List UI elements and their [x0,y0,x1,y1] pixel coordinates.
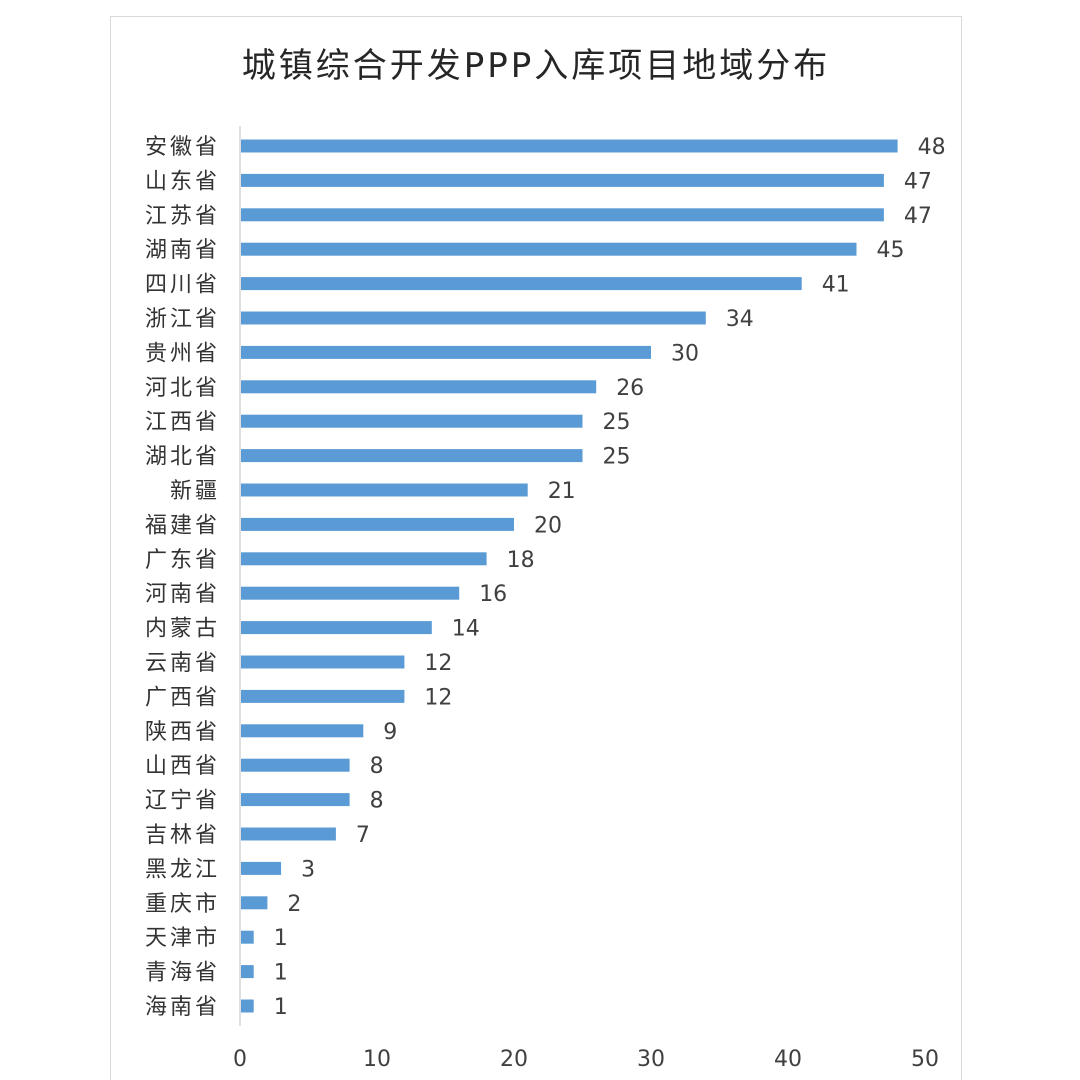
bar [241,999,254,1013]
data-label: 12 [424,685,452,710]
bar [241,793,350,807]
category-label: 青海省 [145,961,220,986]
category-label: 海南省 [145,995,220,1020]
bar [241,483,528,497]
data-label: 16 [479,582,507,607]
bar [241,552,487,566]
bar [241,242,857,256]
category-label: 黑龙江 [145,857,220,882]
category-label: 天津市 [145,926,220,951]
data-label: 1 [274,995,288,1020]
category-label: 内蒙古 [145,617,220,642]
bar [241,517,514,531]
data-label: 8 [370,789,384,814]
data-label: 26 [616,376,644,401]
data-label: 12 [424,651,452,676]
category-label: 福建省 [145,513,220,538]
chart-title: 城镇综合开发PPP入库项目地域分布 [241,46,831,86]
bar [241,449,583,463]
data-label: 45 [877,238,905,263]
x-tick-label: 50 [911,1047,939,1072]
category-label: 云南省 [145,651,220,676]
category-label: 辽宁省 [145,789,220,814]
bar [241,345,651,359]
bar [241,380,597,394]
bar [241,896,268,910]
x-tick-label: 20 [500,1047,528,1072]
category-label: 广东省 [145,548,220,573]
category-label: 贵州省 [145,341,220,366]
data-label: 20 [534,513,562,538]
data-label: 3 [301,857,315,882]
bar [241,173,884,187]
bar [241,277,802,291]
data-label: 41 [822,273,850,298]
category-label: 重庆市 [145,892,220,917]
bar [241,965,254,979]
bar [241,139,898,153]
data-label: 9 [383,720,397,745]
category-label: 广西省 [145,685,220,710]
data-label: 18 [507,548,535,573]
x-tick-label: 0 [233,1047,247,1072]
data-label: 47 [904,169,932,194]
data-label: 7 [356,823,370,848]
category-label: 河北省 [145,376,220,401]
category-label: 江苏省 [145,204,220,229]
bar [241,586,460,600]
category-label: 吉林省 [145,823,220,848]
data-label: 30 [671,341,699,366]
bar [241,311,706,325]
category-label: 浙江省 [145,307,220,332]
category-label: 山东省 [145,169,220,194]
data-label: 47 [904,204,932,229]
data-label: 8 [370,754,384,779]
bar [241,827,336,841]
category-label: 安徽省 [145,135,220,160]
data-label: 2 [287,892,301,917]
data-label: 25 [603,410,631,435]
bar [241,655,405,669]
x-tick-label: 10 [363,1047,391,1072]
category-label: 四川省 [145,273,220,298]
data-label: 14 [452,617,480,642]
category-label: 湖南省 [145,238,220,263]
data-label: 25 [603,445,631,470]
x-tick-label: 40 [774,1047,802,1072]
data-label: 34 [726,307,754,332]
bar [241,414,583,428]
bar [241,758,350,772]
category-label: 湖北省 [145,445,220,470]
category-label: 江西省 [145,410,220,435]
data-label: 21 [548,479,576,504]
data-label: 48 [918,135,946,160]
data-label: 1 [274,926,288,951]
category-label: 河南省 [145,582,220,607]
bar [241,861,282,875]
category-label: 山西省 [145,754,220,779]
bar [241,930,254,944]
bar [241,689,405,703]
category-label: 陕西省 [145,720,220,745]
data-label: 1 [274,961,288,986]
x-tick-label: 30 [637,1047,665,1072]
bar [241,621,432,635]
category-label: 新疆 [170,479,220,504]
bar [241,208,884,222]
bar [241,724,364,738]
